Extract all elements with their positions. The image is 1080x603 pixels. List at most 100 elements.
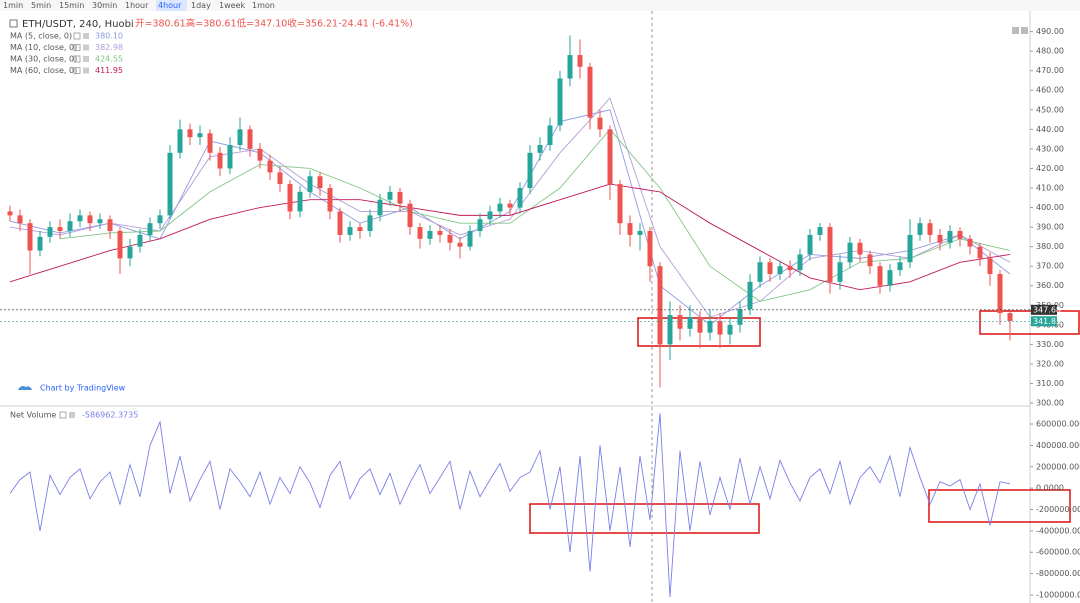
candle-body [387,191,393,200]
indicator-button[interactable] [73,44,81,51]
interval-button[interactable]: 1hour [125,1,149,10]
y-tick-label: 410.00 [1036,183,1064,192]
y-tick-label: 300.00 [1036,399,1064,408]
branding[interactable]: Chart by TradingView [40,384,126,393]
candle-body [517,187,523,208]
candle-body [807,234,813,255]
candle-body [367,215,373,232]
candle-body [817,227,823,235]
highlight-box [979,310,1080,335]
candle-body [127,246,133,259]
candle-body [697,317,703,333]
candle-body [527,152,533,188]
interval-button[interactable]: 1mon [252,1,275,10]
interval-button[interactable]: 1min [3,1,23,10]
candle-body [27,223,33,251]
indicator-value: 424.55 [95,55,123,64]
interval-button[interactable]: 4hour [158,1,182,10]
interval-button[interactable]: 30min [92,1,117,10]
ohlc-legend: 开=380.61 [135,19,186,30]
interval-button[interactable]: 1day [191,1,211,10]
candle-body [647,231,653,267]
moving-average [9,97,1011,318]
candle-body [997,274,1003,314]
interval-button[interactable]: 1week [219,1,245,10]
y-tick-label: 320.00 [1036,359,1064,368]
candle-body [257,148,263,161]
ohlc-legend: -24.41 (-6.41%) [338,19,413,30]
y-tick-label: -1000000.0000 [1036,590,1080,599]
candle-body [857,242,863,255]
candle-body [717,320,723,335]
candle-body [757,262,763,282]
ohlc-legend: 收=356.21 [287,18,338,30]
candle-body [407,203,413,228]
interval-button[interactable]: 15min [59,1,84,10]
candle-body [97,219,103,224]
candle-body [777,266,783,275]
y-tick-label: 310.00 [1036,379,1064,388]
y-tick-label: 0.0000 [1036,484,1064,493]
candle-body [47,227,53,237]
candle-body [567,55,573,79]
candle-body [507,203,513,208]
pane-button[interactable] [1021,27,1028,34]
candle-body [737,309,743,325]
y-tick-label: 370.00 [1036,262,1064,271]
y-tick-label: 440.00 [1036,125,1064,134]
y-tick-label: 400000.0000 [1036,441,1080,450]
candle-body [627,223,633,235]
candle-body [197,133,203,138]
candle-body [427,231,433,239]
candle-body [137,234,143,247]
candle-body [107,219,113,232]
indicator-button[interactable] [73,32,81,40]
indicator-button[interactable] [83,44,89,51]
candle-body [167,152,173,216]
indicator-value: -586962.3735 [82,411,138,420]
candle-body [847,242,853,263]
indicator-button[interactable] [59,411,67,419]
indicator-button[interactable] [83,67,89,74]
candle-body [707,320,713,333]
candle-body [217,152,223,169]
candle-body [687,317,693,329]
y-tick-label: 330.00 [1036,340,1064,349]
y-tick-label: 450.00 [1036,105,1064,114]
candle-body [957,231,963,239]
indicator-name: MA (10, close, 0) [10,43,77,52]
candle-body [357,227,363,232]
candle-body [77,215,83,222]
indicator-button[interactable] [83,56,89,62]
candle-body [397,191,403,204]
pane-button[interactable] [1012,27,1019,34]
annotations [529,310,1080,534]
y-tick-label: -800000.0000 [1036,569,1080,578]
candle-body [597,117,603,130]
candle-body [87,215,93,224]
y-tick-label: 400.00 [1036,203,1064,212]
indicator-button[interactable] [69,412,75,418]
candle-body [977,246,983,259]
price-tag-label: 347.68 [1033,305,1061,314]
legend-icon [9,19,18,28]
candle-body [227,144,233,169]
candle-body [347,227,353,235]
tradingview-logo [18,386,32,390]
indicator-button[interactable] [83,33,89,39]
indicator-button[interactable] [73,67,81,74]
indicator-button[interactable] [73,55,81,63]
y-tick-label: -400000.0000 [1036,526,1080,535]
y-tick-label: 470.00 [1036,66,1064,75]
candle-body [457,242,463,247]
candle-body [887,270,893,286]
indicator-name: MA (60, close, 0) [10,66,77,75]
y-tick-label: 360.00 [1036,281,1064,290]
candle-body [157,215,163,224]
candle-body [987,258,993,275]
highlight-box [529,503,760,534]
interval-button[interactable]: 5min [31,1,51,10]
volume-line [9,413,1011,598]
y-tick-label: 490.00 [1036,27,1064,36]
y-tick-label: -600000.0000 [1036,548,1080,557]
